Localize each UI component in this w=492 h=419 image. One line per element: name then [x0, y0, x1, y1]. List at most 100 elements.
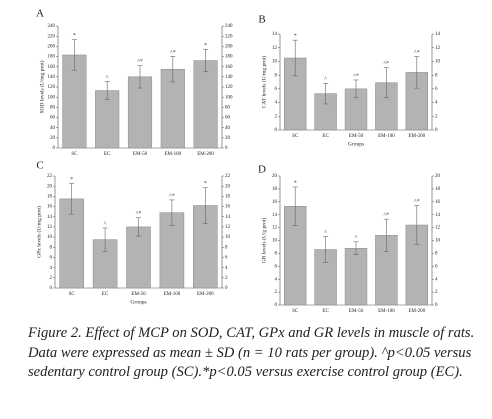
- y2-tick-label: 10: [435, 60, 441, 65]
- x-tick-label: SC: [292, 134, 299, 139]
- x-tick-label: EM-50: [349, 309, 364, 314]
- y-tick-label: 4: [275, 101, 278, 106]
- y-tick-label: 10: [272, 239, 278, 244]
- y-tick-label: 60: [50, 116, 56, 121]
- y2-tick-label: 8: [435, 252, 438, 257]
- y2-tick-label: 18: [225, 195, 231, 200]
- y2-tick-label: 160: [225, 65, 233, 70]
- y2-tick-label: 60: [225, 116, 231, 121]
- y-tick-label: 4: [275, 277, 278, 282]
- panel-label: D: [258, 164, 266, 176]
- y2-tick-label: 14: [225, 215, 231, 220]
- y2-tick-label: 140: [225, 75, 233, 80]
- significance-marker: ^: [106, 75, 109, 81]
- y-tick-label: 240: [48, 24, 56, 29]
- y-tick-label: 14: [47, 215, 53, 220]
- y2-tick-label: 12: [435, 46, 441, 51]
- y2-tick-label: 200: [225, 44, 233, 49]
- y-tick-label: 6: [50, 256, 53, 261]
- y-tick-label: 8: [275, 73, 278, 78]
- x-tick-label: EM-50: [131, 292, 146, 297]
- y2-tick-label: 0: [225, 146, 228, 151]
- significance-marker: ^: [104, 221, 107, 227]
- y2-tick-label: 18: [435, 187, 441, 192]
- y-tick-label: 2: [50, 276, 53, 281]
- y2-tick-label: 40: [225, 126, 231, 131]
- x-tick-label: EC: [322, 309, 329, 314]
- y2-tick-label: 20: [435, 174, 441, 179]
- significance-marker: ^: [355, 235, 358, 241]
- y2-tick-label: 8: [225, 245, 228, 250]
- significance-marker: ^: [324, 77, 327, 83]
- y2-tick-label: 10: [225, 235, 231, 240]
- y-tick-label: 4: [50, 266, 53, 271]
- y2-tick-label: 12: [435, 226, 441, 231]
- y-tick-label: 200: [48, 44, 56, 49]
- y2-tick-label: 16: [435, 200, 441, 205]
- y-axis-label: SOD levels (U/mg prot): [38, 60, 45, 113]
- y-axis-label: CAT levels (U/mg prot): [260, 56, 267, 108]
- y-tick-label: 16: [47, 205, 53, 210]
- x-tick-label: SC: [71, 152, 78, 157]
- y-tick-label: 22: [47, 174, 53, 179]
- y2-tick-label: 14: [435, 213, 441, 218]
- significance-marker: *: [204, 181, 207, 187]
- y2-tick-label: 4: [435, 277, 438, 282]
- y-tick-label: 10: [47, 235, 53, 240]
- y2-tick-label: 100: [225, 95, 233, 100]
- y-tick-label: 220: [48, 34, 56, 39]
- y2-tick-label: 4: [225, 266, 228, 271]
- y-tick-label: 2: [275, 290, 278, 295]
- x-tick-label: EM-50: [349, 134, 364, 139]
- y2-tick-label: 0: [435, 303, 438, 308]
- significance-marker: *: [70, 177, 73, 183]
- y-axis-label: GPx levels (U/mg prot): [35, 206, 42, 258]
- y-tick-label: 8: [50, 245, 53, 250]
- bar: [344, 247, 368, 306]
- x-tick-label: EC: [102, 292, 109, 297]
- y2-tick-label: 8: [435, 73, 438, 78]
- x-axis-label: Groups: [348, 141, 364, 147]
- x-tick-label: EM-100: [164, 152, 181, 157]
- x-tick-label: EM-100: [378, 134, 395, 139]
- y-tick-label: 0: [53, 146, 56, 151]
- x-tick-label: EM-50: [133, 152, 148, 157]
- significance-marker: ^*: [137, 59, 143, 65]
- y-axis-label: GR levels (U/g prot): [260, 218, 267, 264]
- y2-tick-label: 2: [225, 276, 228, 281]
- panel-label: C: [36, 160, 43, 172]
- x-tick-label: EM-200: [408, 134, 425, 139]
- y-tick-label: 0: [50, 286, 53, 291]
- y2-tick-label: 2: [435, 290, 438, 295]
- y2-tick-label: 240: [225, 24, 233, 29]
- bar: [193, 60, 218, 149]
- y2-tick-label: 120: [225, 85, 233, 90]
- y2-tick-label: 16: [225, 205, 231, 210]
- y-tick-label: 10: [272, 60, 278, 65]
- x-tick-label: EC: [322, 134, 329, 139]
- y-tick-label: 12: [47, 225, 53, 230]
- significance-marker: *: [204, 43, 207, 49]
- y2-tick-label: 220: [225, 34, 233, 39]
- x-tick-label: EM-200: [408, 309, 425, 314]
- y-tick-label: 120: [48, 85, 56, 90]
- significance-marker: ^*: [353, 73, 359, 79]
- x-tick-label: EM-200: [197, 292, 214, 297]
- significance-marker: ^*: [414, 50, 420, 56]
- x-axis-label: Groups: [130, 299, 146, 305]
- significance-marker: ^*: [136, 211, 142, 217]
- y2-tick-label: 20: [225, 184, 231, 189]
- panel-label: A: [36, 8, 44, 20]
- significance-marker: ^*: [414, 199, 420, 205]
- y2-tick-label: 6: [435, 264, 438, 269]
- bar: [126, 226, 151, 289]
- y-tick-label: 14: [272, 32, 278, 37]
- significance-marker: ^*: [383, 213, 389, 219]
- y-tick-label: 100: [48, 95, 56, 100]
- y2-tick-label: 12: [225, 225, 231, 230]
- y-tick-label: 16: [272, 200, 278, 205]
- significance-marker: ^*: [170, 50, 176, 56]
- y-tick-label: 18: [47, 195, 53, 200]
- x-tick-label: EM-100: [378, 309, 395, 314]
